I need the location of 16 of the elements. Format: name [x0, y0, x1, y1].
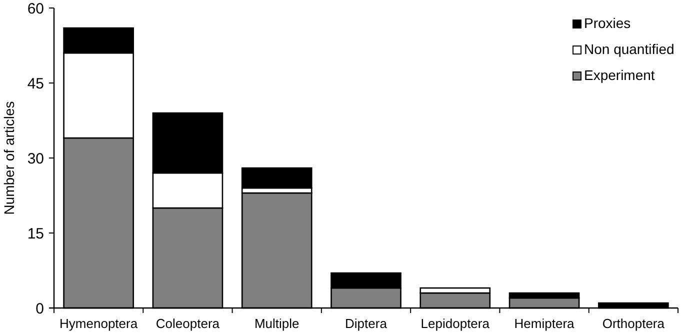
x-tick-label: Hymenoptera	[60, 316, 138, 331]
y-tick-label: 0	[36, 300, 44, 318]
y-axis-title: Number of articles	[1, 101, 17, 215]
x-tick-label: Diptera	[345, 316, 388, 331]
x-tick-label: Multiple	[254, 316, 300, 331]
y-tick-label: 15	[27, 225, 44, 242]
x-tick-label: Orthoptera	[602, 316, 666, 331]
legend-label: Experiment	[584, 67, 655, 83]
x-tick-label: Hemiptera	[514, 316, 576, 331]
y-tick-label: 30	[27, 150, 44, 168]
y-tick-label: 60	[27, 0, 44, 18]
legend-label: Proxies	[584, 15, 631, 31]
y-tick-label: 45	[27, 75, 44, 92]
x-tick-label: Lepidoptera	[420, 316, 490, 331]
legend-label: Non quantified	[584, 41, 674, 57]
x-tick-label: Coleoptera	[156, 316, 220, 331]
